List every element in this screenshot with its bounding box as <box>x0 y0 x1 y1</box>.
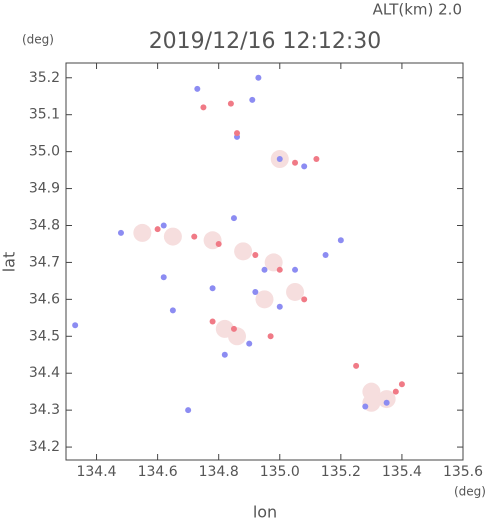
x-tick-label: 134.4 <box>76 464 116 480</box>
y-axis-label: lat <box>0 252 19 273</box>
echo-point <box>234 130 241 137</box>
echo-point <box>337 237 344 244</box>
echo-point <box>276 156 283 163</box>
echo-point <box>230 325 237 332</box>
echo-point <box>392 388 399 395</box>
echo-point <box>398 381 405 388</box>
echo-point <box>261 266 268 273</box>
y-tick-label: 34.7 <box>29 254 60 270</box>
y-tick-label: 34.2 <box>29 439 60 455</box>
echo-point <box>163 227 182 246</box>
echo-point <box>362 403 369 410</box>
echo-point <box>227 100 234 107</box>
echo-point <box>264 253 283 272</box>
echo-point <box>292 159 299 166</box>
x-unit: (deg) <box>454 485 486 499</box>
echo-point <box>215 240 222 247</box>
x-tick-label: 135.6 <box>443 464 483 480</box>
plot-frame <box>65 62 464 461</box>
echo-point <box>301 163 308 170</box>
echo-point <box>313 156 320 163</box>
x-axis-label: lon <box>253 503 277 521</box>
echo-point <box>209 285 216 292</box>
y-tick-label: 34.4 <box>29 365 60 381</box>
x-tick-label: 135.0 <box>260 464 300 480</box>
echo-point <box>191 233 198 240</box>
echo-point <box>292 266 299 273</box>
echo-point <box>252 252 259 259</box>
echo-point <box>377 390 396 409</box>
chart-title: 2019/12/16 12:12:30 <box>149 29 382 54</box>
echo-point <box>194 85 201 92</box>
y-unit: (deg) <box>22 33 54 47</box>
echo-point <box>154 226 161 233</box>
echo-point <box>246 340 253 347</box>
x-tick-label: 135.2 <box>321 464 361 480</box>
echo-point <box>169 307 176 314</box>
echo-point <box>133 223 152 242</box>
echo-point <box>255 290 274 309</box>
x-tick-label: 135.4 <box>382 464 422 480</box>
echo-point <box>160 222 167 229</box>
echo-point <box>301 296 308 303</box>
echo-point <box>230 215 237 222</box>
echo-point <box>255 74 262 81</box>
echo-point <box>234 242 253 261</box>
y-tick-label: 34.9 <box>29 181 60 197</box>
echo-point <box>228 327 247 346</box>
y-tick-label: 35.1 <box>29 107 60 123</box>
echo-point <box>276 303 283 310</box>
x-tick-label: 134.6 <box>138 464 178 480</box>
echo-point <box>209 318 216 325</box>
y-tick-label: 34.6 <box>29 291 60 307</box>
echo-point <box>117 229 124 236</box>
echo-point <box>72 322 79 329</box>
echo-point <box>200 104 207 111</box>
echo-point <box>160 274 167 281</box>
x-tick-label: 134.8 <box>199 464 239 480</box>
y-tick-label: 34.3 <box>29 402 60 418</box>
echo-point <box>252 288 259 295</box>
echo-point <box>322 252 329 259</box>
echo-point <box>249 96 256 103</box>
echo-point <box>383 399 390 406</box>
echo-point <box>286 282 305 301</box>
chart-subtitle: ALT(km) 2.0 <box>373 1 462 19</box>
echo-point <box>276 266 283 273</box>
echo-point <box>267 333 274 340</box>
y-tick-label: 34.8 <box>29 217 60 233</box>
y-tick-label: 35.0 <box>29 144 60 160</box>
echo-point <box>221 351 228 358</box>
echo-point <box>185 407 192 414</box>
echo-point <box>353 362 360 369</box>
y-tick-label: 34.5 <box>29 328 60 344</box>
y-tick-label: 35.2 <box>29 70 60 86</box>
